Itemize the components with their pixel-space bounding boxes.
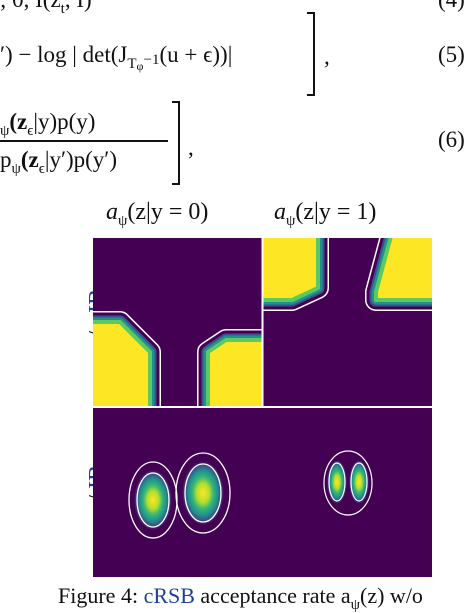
- caption: Figure 4: cRSB acceptance rate aψ(z) w/o: [58, 585, 423, 613]
- label-text: (z|y = 0): [127, 199, 209, 225]
- eq-text: ,: [324, 44, 330, 69]
- eq-sub: φ: [136, 59, 144, 73]
- column-label: aψ(z|y = 0): [106, 200, 208, 229]
- equation: ′) − log | det(JTφ−1(u + ϵ))|: [0, 43, 232, 72]
- eq-sub: ψ: [0, 123, 10, 139]
- label-text: (z|y = 1): [295, 199, 377, 225]
- heatmap-panel: [263, 238, 432, 311]
- caption-link[interactable]: cRSB: [143, 583, 195, 608]
- label-text: w/o: [85, 313, 111, 355]
- eq-sub: ϵ: [38, 161, 45, 177]
- eq-sub: ϵ: [27, 123, 34, 139]
- column-label: aψ(z|y = 1): [274, 200, 376, 229]
- equation: ; 0, I(zt, I): [0, 0, 92, 17]
- equation-number: (5): [438, 42, 465, 67]
- caption-text: (z) w/o: [360, 583, 423, 608]
- label-link: IB: [85, 289, 111, 313]
- heatmap-background: [93, 238, 432, 577]
- eq-text: , I): [65, 0, 92, 12]
- bracket: [172, 101, 180, 185]
- label-link: IB: [85, 465, 111, 489]
- row-label: w/ IB: [85, 432, 111, 552]
- heatmap-panel: [323, 450, 373, 516]
- eq-text: |y′)p(y′): [44, 147, 117, 172]
- eq-sup: −1: [143, 52, 160, 68]
- label-sub: ψ: [286, 213, 296, 229]
- eq-text: |y)p(y): [33, 109, 96, 134]
- eq-text: (u + ϵ))|: [159, 42, 233, 67]
- eq-text: ,: [188, 135, 194, 160]
- eq-sub: t: [60, 1, 65, 17]
- label-text: w/: [85, 489, 111, 519]
- equation-number: (6): [438, 127, 465, 152]
- caption-text: acceptance rate a: [194, 583, 351, 608]
- heatmap-panel: [128, 452, 231, 539]
- bracket: [307, 12, 315, 96]
- fraction-line: [0, 140, 168, 142]
- caption-sub: ψ: [350, 597, 361, 613]
- equation-number: (4): [438, 0, 465, 11]
- caption-label: Figure 4:: [58, 583, 144, 608]
- eq-text: ′) − log | det(J: [0, 42, 128, 67]
- denominator: pψ(zϵ|y′)p(y′): [0, 148, 117, 177]
- numerator: ψ(zϵ|y)p(y): [0, 110, 95, 139]
- eq-sub: T: [127, 56, 137, 72]
- eq-text: (z: [9, 109, 28, 134]
- label-sub: ψ: [118, 213, 128, 229]
- label-text: a: [106, 199, 118, 225]
- eq-sub: ψ: [11, 161, 21, 177]
- eq-text: p: [0, 147, 12, 172]
- eq-text: (z: [20, 147, 39, 172]
- label-text: a: [274, 199, 286, 225]
- eq-text: ; 0, I(z: [0, 0, 61, 12]
- row-label: w/o IB: [85, 262, 111, 382]
